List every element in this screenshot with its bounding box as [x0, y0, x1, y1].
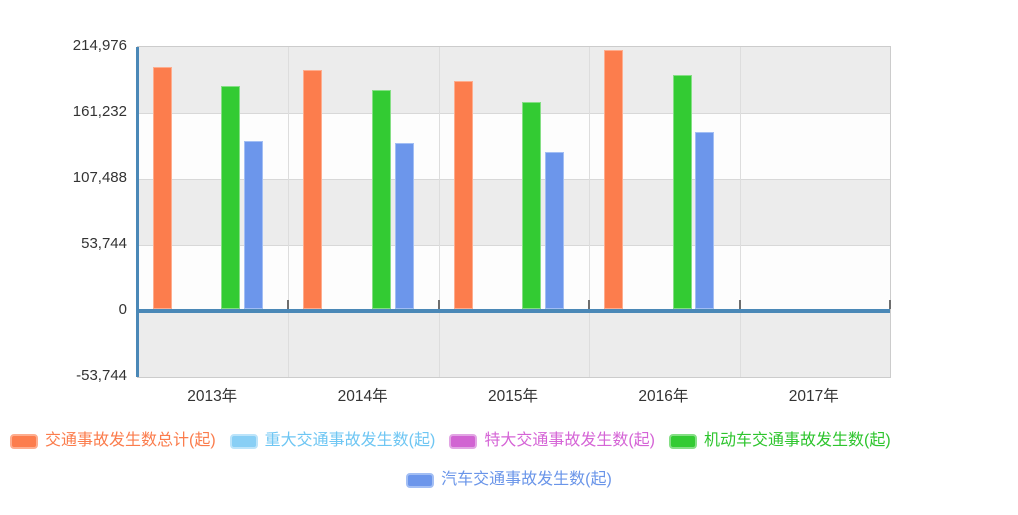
- zero-baseline: [136, 309, 890, 313]
- x-axis-tick: [287, 300, 290, 309]
- plot-band: [138, 179, 890, 245]
- plot-band: [138, 47, 890, 113]
- legend-swatch-icon: [229, 433, 258, 449]
- x-axis-label: 2013年: [187, 388, 238, 405]
- y-axis-label: 0: [118, 301, 127, 318]
- plot-area: [136, 46, 891, 378]
- bar-2016年-series-4[interactable]: [695, 131, 715, 309]
- y-axis-line: [136, 47, 139, 377]
- bar-2014年-series-4[interactable]: [394, 143, 414, 309]
- vertical-gridline: [288, 47, 290, 377]
- legend-row-1: 交通事故发生数总计(起) 重大交通事故发生数(起) 特大交通事故发生数(起) 机动车交…: [10, 430, 891, 452]
- bar-2014年-series-3[interactable]: [371, 89, 391, 309]
- y-axis-label: 214,976: [72, 37, 127, 54]
- horizontal-gridline: [138, 113, 890, 114]
- legend-item-series-2[interactable]: 特大交通事故发生数(起): [449, 430, 655, 452]
- legend-swatch-icon: [10, 433, 38, 449]
- x-axis-label: 2014年: [337, 388, 388, 405]
- y-axis-label: 107,488: [72, 169, 127, 186]
- bar-2015年-series-0[interactable]: [453, 80, 473, 309]
- vertical-gridline: [739, 47, 741, 377]
- legend-item-series-0[interactable]: 交通事故发生数总计(起): [10, 430, 216, 452]
- legend-item-series-1[interactable]: 重大交通事故发生数(起): [229, 430, 436, 452]
- y-axis-label: 161,232: [72, 103, 127, 120]
- x-axis-tick: [889, 300, 891, 309]
- x-axis-label: 2017年: [788, 388, 839, 405]
- legend-swatch-icon: [449, 433, 478, 449]
- x-axis-tick: [738, 300, 741, 309]
- x-axis-tick: [588, 300, 591, 309]
- x-axis-label: 2016年: [638, 388, 689, 405]
- bar-2016年-series-0[interactable]: [604, 50, 624, 309]
- legend-label: 交通事故发生数总计(起): [45, 432, 216, 449]
- legend-item-series-4[interactable]: 汽车交通事故发生数(起): [406, 469, 612, 491]
- horizontal-gridline: [138, 245, 890, 246]
- legend-item-series-3[interactable]: 机动车交通事故发生数(起): [669, 430, 891, 452]
- y-axis-label: -53,744: [76, 367, 127, 384]
- bar-2015年-series-3[interactable]: [522, 101, 542, 309]
- bar-2014年-series-0[interactable]: [303, 69, 323, 309]
- legend-row-2: 汽车交通事故发生数(起): [0, 469, 1018, 491]
- legend-label: 特大交通事故发生数(起): [484, 432, 656, 449]
- bar-2013年-series-3[interactable]: [221, 85, 241, 309]
- plot-band: [138, 311, 890, 377]
- legend-label: 机动车交通事故发生数(起): [704, 432, 891, 449]
- bar-2013年-series-0[interactable]: [153, 67, 172, 309]
- legend-label: 重大交通事故发生数(起): [264, 432, 436, 449]
- bar-2015年-series-4[interactable]: [545, 152, 564, 309]
- y-axis-label: 53,744: [81, 235, 127, 252]
- vertical-gridline: [438, 47, 440, 377]
- vertical-gridline: [589, 47, 591, 377]
- legend-swatch-icon: [406, 472, 435, 488]
- horizontal-gridline: [138, 179, 890, 180]
- plot-band: [138, 113, 890, 179]
- bar-2013年-series-4[interactable]: [244, 141, 264, 309]
- legend-label: 汽车交通事故发生数(起): [441, 471, 612, 488]
- x-axis-label: 2015年: [488, 388, 538, 405]
- plot-band: [138, 245, 890, 311]
- bar-2016年-series-3[interactable]: [672, 74, 692, 309]
- legend-swatch-icon: [669, 433, 698, 449]
- x-axis-tick: [437, 300, 440, 309]
